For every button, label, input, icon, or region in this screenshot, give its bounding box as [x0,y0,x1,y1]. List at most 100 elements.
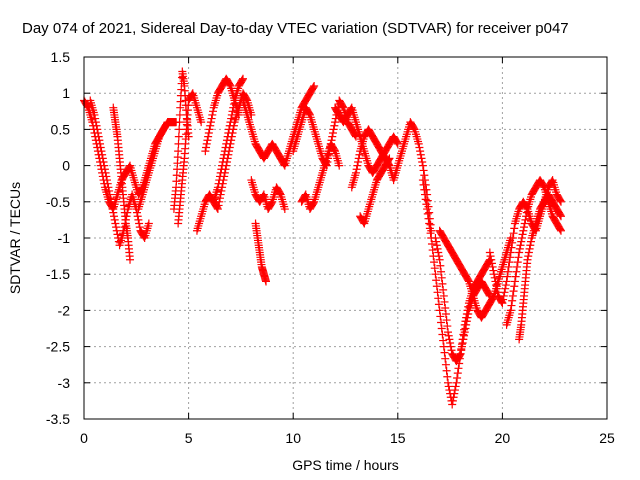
data-point [485,248,494,257]
data-point [385,154,394,163]
data-point [460,328,469,337]
data-point-interp [426,229,435,238]
data-point-interp [135,223,144,232]
data-point-interp [457,342,466,351]
y-tick-label: 1.5 [51,49,71,65]
data-point-interp [462,320,471,329]
data-point-interp [522,212,531,221]
data-point [423,205,432,214]
data-point-interp [440,297,449,306]
data-point [506,248,515,257]
data-point [435,255,444,264]
data-point-interp [216,190,225,199]
data-point-interp [355,150,364,159]
data-point-interp [225,80,234,89]
data-point-interp [275,189,284,198]
data-point-interp [504,262,513,271]
data-point-interp [105,186,114,195]
y-tick-label: -3 [58,375,71,391]
data-point-interp [419,166,428,175]
data-point-interp [438,279,447,288]
data-point-interp [206,121,215,130]
data-point-interp [508,238,517,247]
data-point [201,147,210,156]
data-point [90,110,99,119]
y-tick-label: 0.5 [51,121,71,137]
data-point-interp [437,267,446,276]
data-point-interp [508,234,517,242]
data-point-interp [415,143,424,152]
data-point-interp [509,287,518,296]
data-point [556,212,565,221]
data-point-interp [487,259,496,268]
data-point [310,81,319,90]
data-point-interp [175,125,184,134]
data-point-interp [506,253,515,262]
data-point-interp [428,246,437,255]
data-point-interp [224,150,233,159]
data-point-interp [448,396,457,405]
data-point-interp [490,273,499,282]
y-axis-label: SDTVAR / TECUs [7,182,23,294]
data-point-interp [438,330,447,339]
data-point-interp [204,132,213,141]
y-tick-label: -2.5 [46,339,70,355]
data-point-interp [511,272,520,281]
data-point-interp [539,199,548,208]
data-point-interp [422,200,431,209]
data-point [107,197,116,206]
data-point-interp [98,150,107,159]
data-point-interp [464,276,473,285]
data-point-interp [109,212,118,221]
data-point-interp [437,318,446,327]
data-point-interp [430,264,439,273]
data-point [435,306,444,315]
data-point-interp [443,322,452,331]
data-point-interp [330,145,339,154]
data-point-interp [446,342,455,351]
data-point-interp [443,372,452,381]
data-point-interp [132,208,141,217]
data-point-interp [228,129,237,138]
data-point-interp [492,284,501,293]
data-point-interp [227,136,236,145]
data-point-interp [521,215,530,224]
data-point-interp [208,110,217,119]
x-tick-label: 20 [495,430,511,446]
data-point-interp [202,143,211,152]
data-point-interp [556,211,565,220]
data-point-interp [225,147,234,156]
data-point [448,400,457,409]
data-point [98,154,107,163]
data-point-interp [175,118,184,127]
data-point-interp [518,230,527,239]
data-point-interp [434,252,443,261]
y-tick-label: 1 [62,85,70,101]
data-point-interp [425,219,434,228]
data-point-interp [207,114,216,123]
data-point-interp [103,179,112,188]
data-point-interp [517,234,526,242]
data-point-interp [526,237,535,246]
data-point-interp [457,346,466,355]
data-point-interp [434,300,443,309]
data-point-interp [218,179,227,188]
data-point [510,277,519,286]
data-point [331,118,340,127]
data-point [94,132,103,141]
data-point-interp [501,284,510,293]
data-point-interp [436,312,445,321]
data-point [556,226,565,235]
data-point-interp [112,223,121,232]
x-tick-label: 10 [285,430,301,446]
data-point-interp [437,273,446,282]
data-point-interp [486,252,495,261]
data-point-interp [556,225,565,234]
data-point-interp [354,157,363,166]
data-point [444,378,453,387]
data-point-interp [520,223,529,232]
data-point-interp [513,262,522,271]
data-point-interp [445,335,454,344]
data-point [262,277,271,286]
data-point-interp [104,183,113,192]
